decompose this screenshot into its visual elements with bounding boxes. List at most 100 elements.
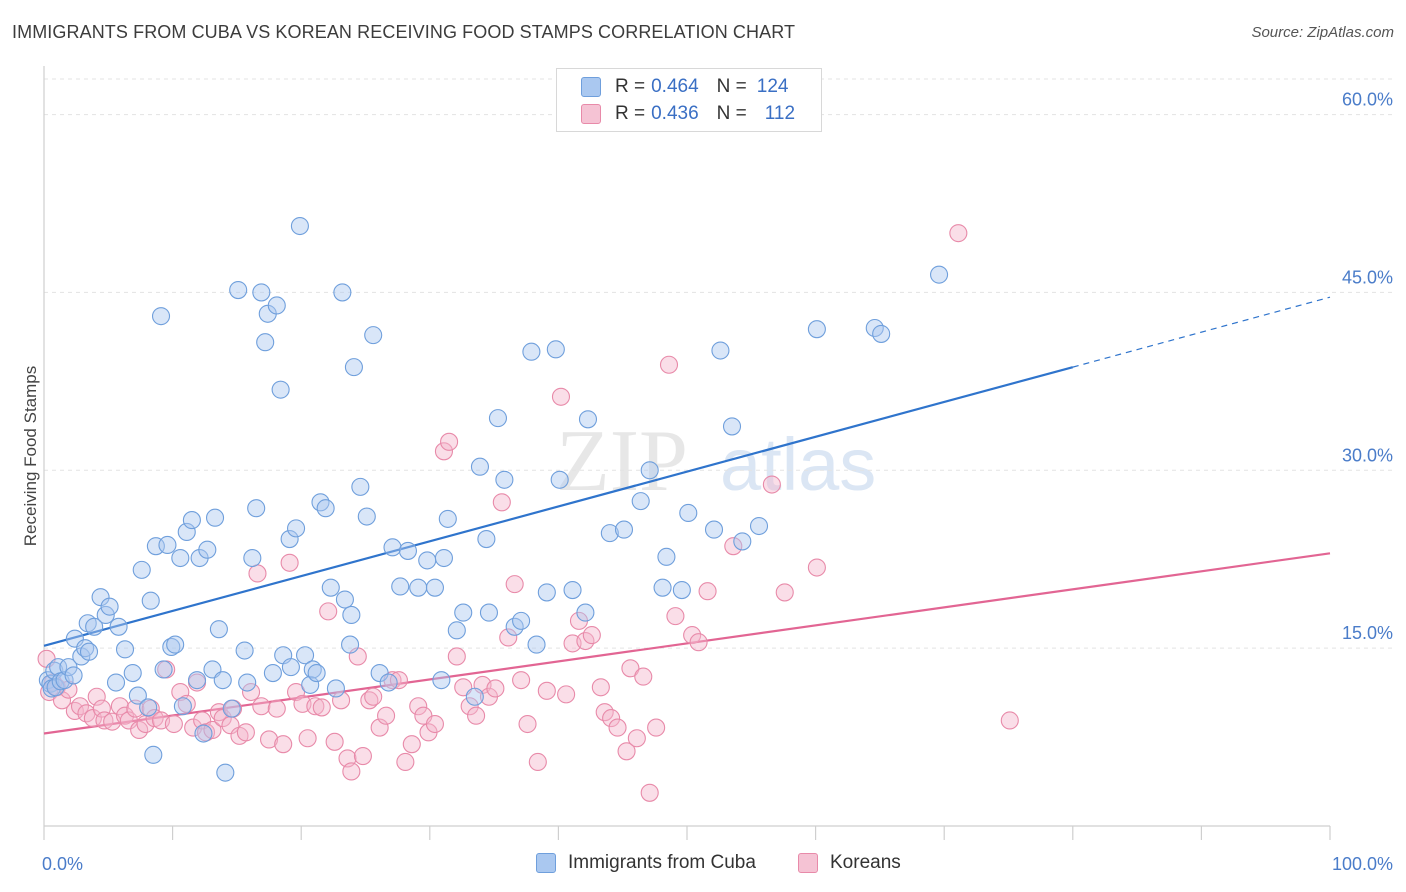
koreans-point [306, 697, 325, 716]
x-tick-labels: 0.0% 100.0% [42, 854, 1393, 874]
koreans-point [460, 697, 479, 716]
series-label-koreans: Koreans [830, 852, 901, 873]
koreans-point [486, 679, 505, 698]
koreans-point [236, 723, 255, 742]
koreans-point [325, 732, 344, 751]
koreans-point [440, 432, 459, 451]
axes [43, 66, 1331, 840]
cuba-point [79, 642, 99, 661]
cuba-point [263, 663, 282, 683]
cuba-point [229, 281, 248, 300]
cuba-point [733, 532, 752, 551]
cuba-point [213, 671, 232, 690]
koreans-point [70, 697, 90, 716]
koreans-trend-line [43, 552, 1331, 735]
cuba-point [109, 617, 128, 636]
koreans-point [627, 729, 646, 748]
cuba-point [631, 492, 650, 511]
cuba-point [546, 340, 565, 359]
koreans-point [528, 752, 547, 772]
cuba-point [256, 333, 275, 352]
watermark-atlas: atlas [720, 423, 876, 506]
koreans-point [666, 607, 685, 626]
cuba-point [438, 509, 457, 528]
koreans-point [582, 626, 601, 645]
koreans-point [83, 709, 102, 728]
cuba-point [672, 580, 691, 600]
cuba-point [434, 548, 453, 568]
cuba-trend-line [43, 366, 1074, 647]
cuba-point [252, 283, 271, 302]
koreans-point [640, 783, 659, 802]
koreans-point [52, 691, 72, 710]
cuba-point [398, 541, 417, 560]
koreans-point [342, 762, 361, 781]
series-label-cuba: Immigrants from Cuba [568, 852, 756, 873]
cuba-point [267, 296, 286, 315]
cuba-point [85, 617, 104, 636]
koreans-point [259, 730, 279, 749]
cuba-point [614, 520, 634, 539]
legend-r-label: R = [615, 76, 646, 97]
cuba-point [578, 410, 598, 429]
legend-r-value: 0.464 [651, 76, 699, 97]
koreans-point [775, 583, 794, 602]
cuba-point [351, 477, 370, 496]
cuba-point [465, 687, 484, 706]
cuba-point [166, 635, 185, 654]
cuba-point [247, 499, 266, 518]
legend-r-label: R = [615, 103, 646, 124]
koreans-point [551, 387, 571, 406]
cuba-point [512, 611, 531, 630]
legend-row-koreans: R = 0.436 N = 112 [581, 102, 795, 126]
cuba-point [522, 342, 541, 361]
cuba-point [198, 540, 217, 559]
y-tick-label: 30.0% [1342, 445, 1393, 465]
cuba-point [550, 470, 569, 489]
cuba-point [344, 358, 363, 377]
cuba-point [182, 511, 201, 530]
koreans-point [370, 718, 389, 737]
y-axis-label: Receiving Food Stamps [21, 366, 40, 546]
legend-swatch-koreans [581, 104, 601, 124]
cuba-point [872, 324, 891, 343]
koreans-point [537, 681, 556, 700]
koreans-point [447, 647, 466, 666]
koreans-point [499, 628, 518, 647]
cuba-point [657, 547, 676, 566]
cuba-point [425, 578, 444, 597]
chart-title: IMMIGRANTS FROM CUBA VS KOREAN RECEIVING… [12, 22, 796, 42]
cuba-point [123, 663, 142, 683]
cuba-point [495, 470, 514, 489]
cuba-point [173, 697, 192, 716]
cuba-point [49, 658, 68, 677]
cuba-point [91, 588, 110, 607]
cuba-point [301, 675, 320, 694]
koreans-point [512, 671, 531, 690]
koreans-point [617, 742, 636, 761]
cuba-point [653, 578, 672, 597]
cuba-point [128, 686, 147, 705]
koreans-point [274, 735, 293, 754]
cuba-point [640, 461, 659, 480]
chart-source: Source: ZipAtlas.com [1251, 24, 1394, 41]
cuba-point [144, 745, 163, 764]
series-legend: Immigrants from Cuba Koreans [0, 852, 1406, 878]
koreans-point [621, 659, 640, 678]
cuba-point [316, 499, 335, 518]
koreans-point [164, 714, 183, 734]
cuba-point [296, 646, 315, 665]
series-swatch-cuba [536, 853, 556, 873]
koreans-point [505, 575, 524, 594]
y-tick-label: 15.0% [1342, 623, 1393, 643]
cuba-point [46, 678, 65, 697]
koreans-point [252, 697, 271, 716]
cuba-point [477, 530, 496, 549]
koreans-point [949, 224, 968, 243]
cuba-point [335, 590, 354, 609]
trend-lines [43, 296, 1331, 735]
watermark: ZIP atlas [556, 413, 876, 510]
koreans-point [698, 582, 717, 601]
cuba-point [749, 516, 769, 536]
koreans-point [241, 682, 261, 702]
